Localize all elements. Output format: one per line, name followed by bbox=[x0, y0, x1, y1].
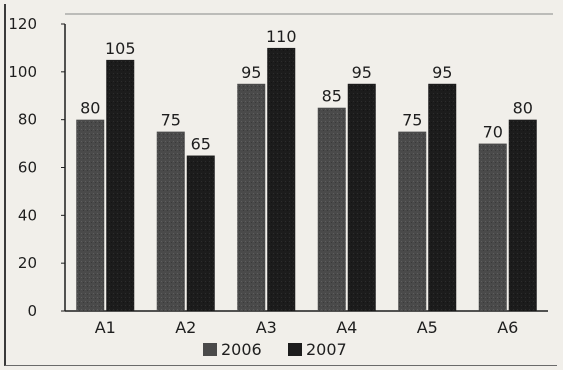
bar-A3-2007 bbox=[267, 47, 296, 312]
bar-A6-2006 bbox=[478, 143, 507, 311]
bar-A6-2007 bbox=[508, 119, 537, 312]
bars bbox=[76, 47, 537, 312]
data-label-A6-2006: 70 bbox=[483, 123, 503, 142]
x-tick-label-A4: A4 bbox=[336, 318, 357, 337]
data-label-A2-2006: 75 bbox=[161, 111, 181, 130]
data-label-A6-2007: 80 bbox=[513, 99, 533, 118]
y-tick-labels: 0 20 40 60 80 100 120 bbox=[8, 15, 65, 320]
bar-A1-2006 bbox=[76, 119, 105, 312]
bar-A5-2007 bbox=[428, 83, 457, 312]
bar-A2-2007 bbox=[186, 155, 215, 311]
y-tick-label: 100 bbox=[8, 63, 37, 81]
chart-frame bbox=[4, 4, 557, 366]
y-tick-label: 60 bbox=[18, 159, 37, 177]
x-tick-label-A3: A3 bbox=[256, 318, 277, 337]
x-tick-label-A5: A5 bbox=[417, 318, 438, 337]
data-label-A3-2007: 110 bbox=[266, 27, 297, 46]
x-tick-label-A2: A2 bbox=[175, 318, 196, 337]
bar-A2-2006 bbox=[156, 131, 185, 311]
data-label-A4-2007: 95 bbox=[352, 63, 372, 82]
y-tick-label: 40 bbox=[18, 206, 37, 224]
data-label-A2-2007: 65 bbox=[191, 135, 211, 154]
data-label-A5-2007: 95 bbox=[432, 63, 452, 82]
x-tick-label-A1: A1 bbox=[95, 318, 116, 337]
bar-A5-2006 bbox=[398, 131, 427, 311]
data-label-A1-2006: 80 bbox=[80, 99, 100, 118]
data-label-A4-2006: 85 bbox=[322, 87, 342, 106]
bar-A3-2006 bbox=[237, 83, 266, 312]
bar-A4-2007 bbox=[347, 83, 376, 312]
legend-swatch-2007 bbox=[288, 343, 302, 356]
legend-label-2006: 2006 bbox=[221, 340, 262, 359]
data-label-A1-2007: 105 bbox=[105, 39, 136, 58]
data-labels: 80 105 75 65 95 110 85 95 75 95 70 80 bbox=[80, 27, 533, 154]
bar-A1-2007 bbox=[106, 59, 135, 311]
y-tick-label: 20 bbox=[18, 254, 37, 272]
legend-label-2007: 2007 bbox=[306, 340, 347, 359]
legend: 2006 2007 bbox=[203, 340, 347, 359]
data-label-A3-2006: 95 bbox=[241, 63, 261, 82]
y-tick-label: 0 bbox=[27, 302, 37, 320]
data-label-A5-2006: 75 bbox=[402, 111, 422, 130]
bar-A4-2006 bbox=[317, 107, 346, 311]
y-tick-label: 80 bbox=[18, 111, 37, 129]
legend-swatch-2006 bbox=[203, 343, 217, 356]
category-labels: A1 A2 A3 A4 A5 A6 bbox=[95, 318, 519, 337]
x-tick-label-A6: A6 bbox=[497, 318, 518, 337]
y-tick-label: 120 bbox=[8, 15, 37, 33]
